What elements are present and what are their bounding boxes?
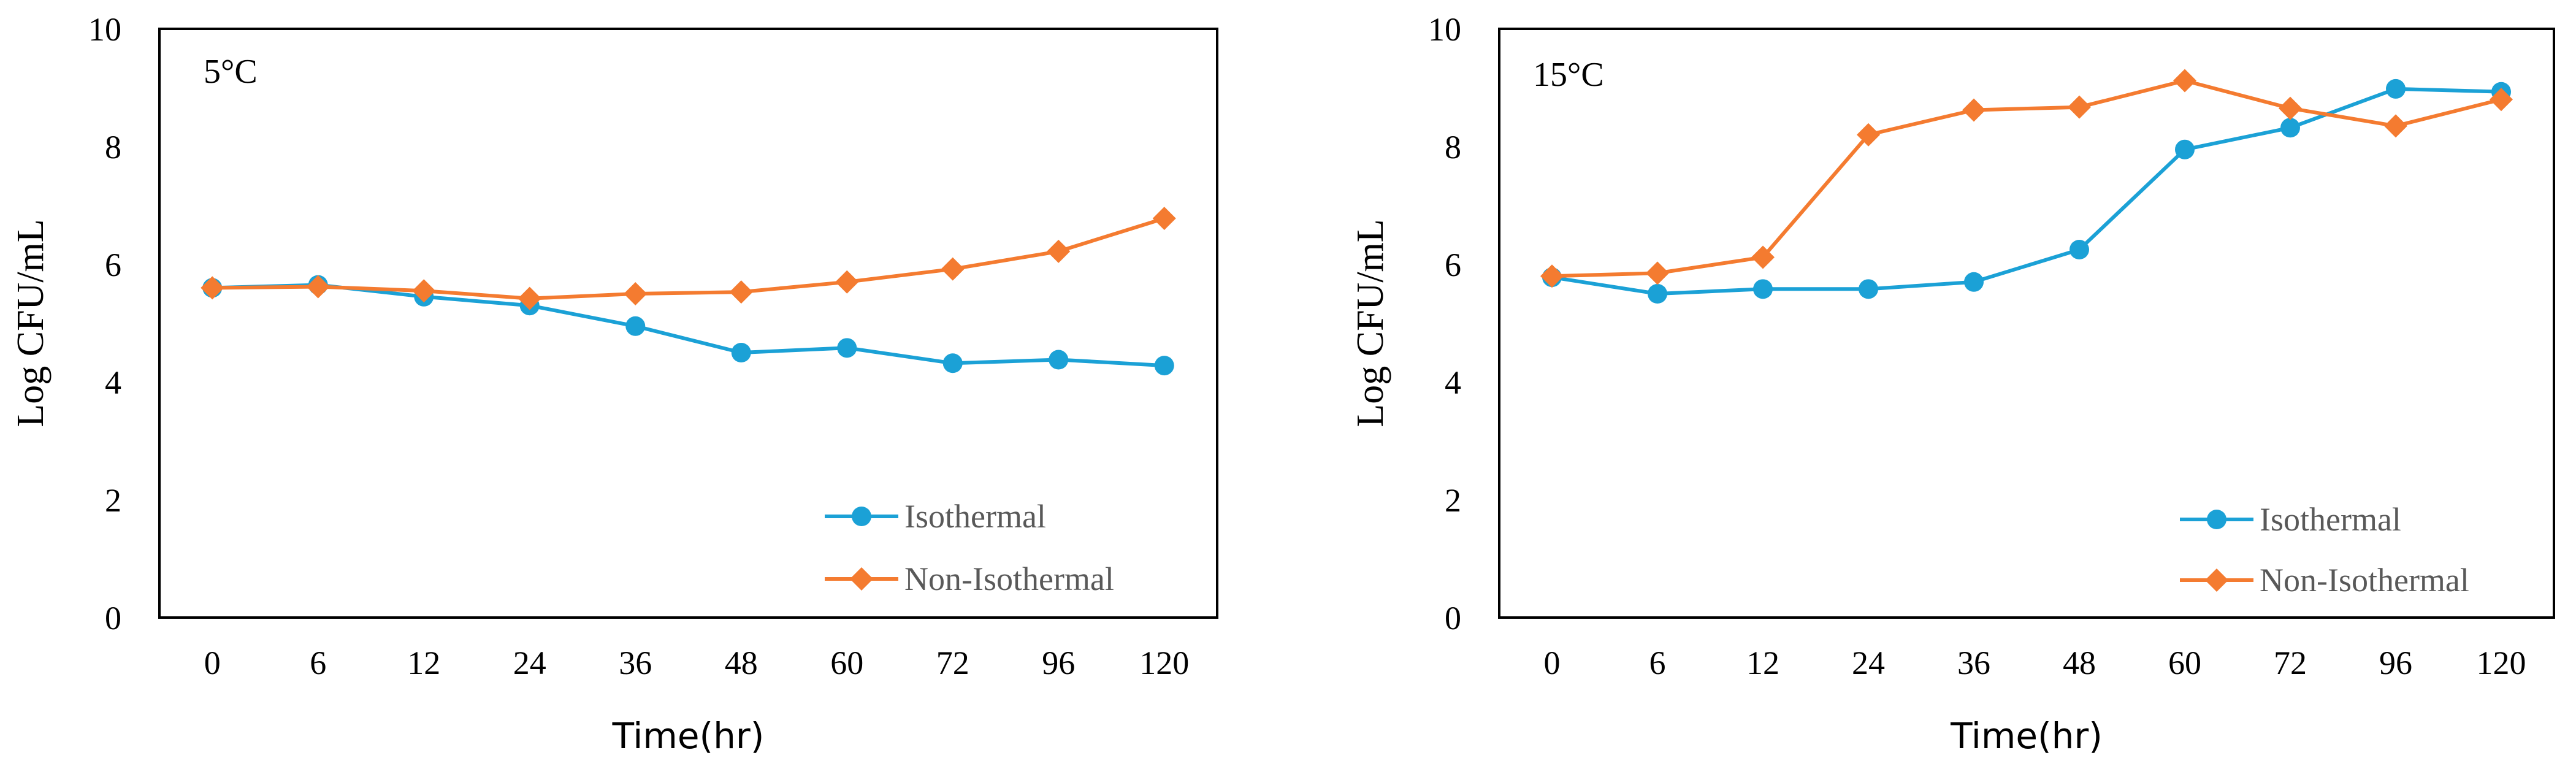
- data-point: [941, 257, 965, 281]
- data-point: [1540, 264, 1564, 288]
- data-point: [835, 270, 859, 294]
- x-tick-label: 60: [830, 645, 863, 681]
- data-point: [2384, 114, 2407, 138]
- y-tick-label: 0: [1445, 600, 1461, 637]
- x-tick-label: 0: [1544, 645, 1561, 681]
- data-point: [2279, 96, 2302, 120]
- data-point: [306, 275, 330, 299]
- data-point: [1859, 279, 1878, 299]
- legend-marker: [852, 507, 871, 526]
- data-point: [1047, 239, 1071, 263]
- chart-title: 5°C: [204, 53, 258, 91]
- y-axis-label: Log CFU/mL: [10, 219, 52, 427]
- data-point: [624, 282, 648, 305]
- x-tick-label: 36: [1957, 645, 1990, 681]
- data-point: [1751, 245, 1775, 269]
- legend-label: Isothermal: [2260, 501, 2401, 538]
- data-point: [625, 316, 646, 336]
- data-point: [2386, 78, 2406, 99]
- series-line-non-isothermal: [1551, 78, 2502, 278]
- plot-area: [1498, 28, 2555, 619]
- x-tick-label: 60: [2168, 645, 2201, 681]
- data-point: [1152, 207, 1176, 231]
- y-tick-label: 0: [105, 600, 121, 637]
- data-point: [201, 276, 224, 300]
- y-tick-label: 4: [1445, 364, 1461, 401]
- x-axis-label: Time(hr): [1950, 715, 2103, 757]
- y-tick-label: 8: [1445, 129, 1461, 166]
- data-point: [729, 280, 753, 304]
- legend-marker: [850, 567, 873, 591]
- y-tick-label: 6: [1445, 247, 1461, 283]
- y-axis-label: Log CFU/mL: [1350, 219, 1391, 427]
- data-point: [1648, 284, 1667, 304]
- legend-marker: [2205, 568, 2228, 592]
- data-point: [518, 286, 541, 310]
- data-point: [1646, 261, 1669, 285]
- data-point: [1962, 98, 1986, 122]
- y-tick-label: 10: [1428, 11, 1461, 48]
- x-tick-label: 36: [619, 645, 652, 681]
- data-point: [2173, 69, 2196, 93]
- x-tick-label: 96: [2379, 645, 2412, 681]
- data-point: [2175, 139, 2195, 159]
- x-tick-label: 48: [725, 645, 758, 681]
- x-tick-label: 72: [936, 645, 969, 681]
- y-tick-label: 2: [105, 482, 121, 519]
- legend-label: Isothermal: [904, 498, 1046, 535]
- x-tick-label: 96: [1042, 645, 1075, 681]
- data-point: [1964, 272, 1984, 292]
- data-point: [2070, 240, 2089, 259]
- x-tick-label: 0: [204, 645, 221, 681]
- data-point: [1857, 123, 1880, 147]
- x-tick-label: 12: [1746, 645, 1779, 681]
- y-tick-label: 10: [88, 11, 121, 48]
- data-point: [1154, 356, 1174, 376]
- x-tick-label: 12: [407, 645, 440, 681]
- data-point: [731, 343, 751, 362]
- series-line-non-isothermal: [212, 216, 1165, 300]
- x-tick-label: 120: [1139, 645, 1189, 681]
- data-point: [1049, 350, 1069, 370]
- data-point: [2280, 118, 2300, 138]
- series-line-isothermal: [212, 283, 1164, 368]
- x-tick-label: 72: [2274, 645, 2307, 681]
- data-point: [837, 338, 857, 358]
- x-tick-label: 48: [2063, 645, 2096, 681]
- legend-marker: [2207, 510, 2226, 529]
- y-tick-label: 4: [105, 364, 121, 401]
- data-point: [2068, 95, 2091, 119]
- data-point: [942, 353, 963, 373]
- data-point: [2490, 88, 2513, 112]
- legend-label: Non-Isothermal: [904, 561, 1114, 597]
- data-point: [412, 279, 436, 303]
- y-tick-label: 2: [1445, 482, 1461, 519]
- data-point: [1753, 279, 1773, 299]
- series-line-isothermal: [1551, 86, 2502, 296]
- x-axis-label: Time(hr): [612, 715, 765, 757]
- x-tick-label: 24: [1852, 645, 1885, 681]
- plot-area: [158, 28, 1218, 619]
- legend-label: Non-Isothermal: [2260, 562, 2469, 599]
- y-tick-label: 8: [105, 129, 121, 166]
- x-tick-label: 6: [310, 645, 326, 681]
- x-tick-label: 24: [513, 645, 546, 681]
- x-tick-label: 6: [1649, 645, 1666, 681]
- chart-title: 15°C: [1533, 56, 1604, 94]
- x-tick-label: 120: [2477, 645, 2526, 681]
- y-tick-label: 6: [105, 247, 121, 283]
